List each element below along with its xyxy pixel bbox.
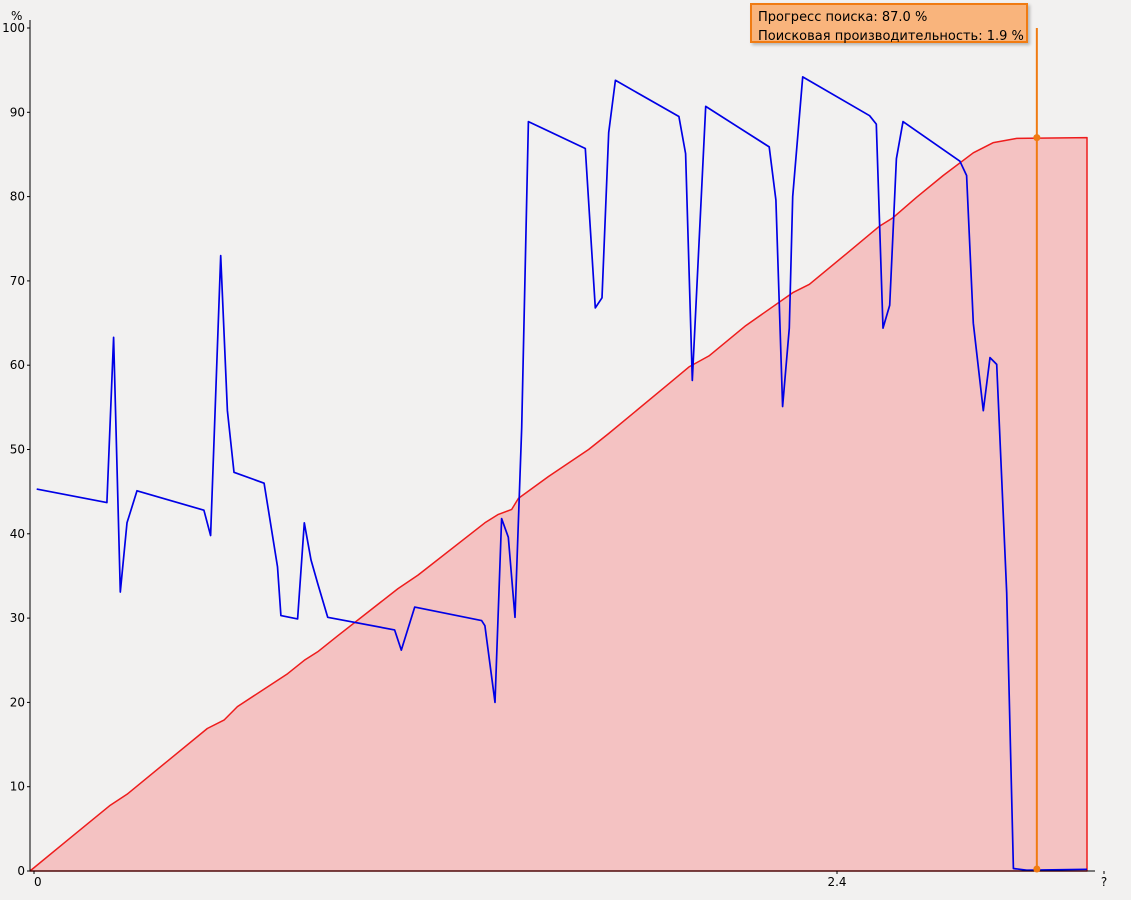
x-tick-label: ?: [1101, 875, 1107, 889]
line-layer: [36, 76, 1088, 872]
cursor-tooltip: Прогресс поиска: 87.0 % Поисковая произв…: [750, 3, 1028, 44]
y-tick-label: 80: [10, 190, 25, 204]
x-tick-label: 2.4: [827, 875, 846, 889]
axes: 0 10 20 30 40 50 60 70 80 90 100 0 2.4?: [2, 20, 1107, 889]
tooltip-progress-text: Прогресс поиска: 87.0 %: [758, 10, 928, 25]
area-layer: [29, 136, 1088, 872]
y-tick-label: 0: [17, 864, 25, 878]
tooltip-performance-text: Поисковая производительность: 1.9 %: [758, 29, 1024, 44]
cursor-progress-marker: [1033, 134, 1041, 142]
series-area-progress: [29, 136, 1088, 872]
y-axis-label: %: [11, 9, 22, 23]
y-tick-label: 40: [10, 527, 25, 541]
cursor-layer: [1033, 28, 1041, 873]
y-tick-label: 10: [10, 780, 25, 794]
x-tick-label: 0: [34, 875, 42, 889]
series-line-performance: [36, 76, 1088, 872]
y-tick-label: 20: [10, 695, 25, 709]
y-tick-label: 90: [10, 105, 25, 119]
cursor-performance-marker: [1033, 865, 1041, 873]
y-tick-label: 30: [10, 611, 25, 625]
y-tick-label: 70: [10, 274, 25, 288]
y-tick-label: 100: [2, 21, 25, 35]
y-tick-label: 60: [10, 358, 25, 372]
y-tick-label: 50: [10, 443, 25, 457]
